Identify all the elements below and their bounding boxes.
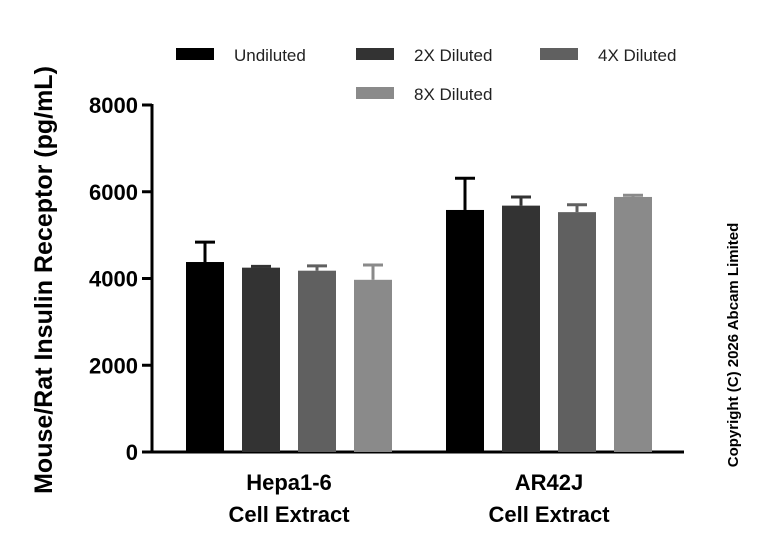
bar-2x-diluted-1 [502,205,540,452]
y-ticks: 0 2000 4000 6000 8000 [89,93,152,465]
y-tick-label: 4000 [89,267,138,292]
bars [186,196,652,452]
legend-label: Undiluted [234,46,306,65]
y-tick-label: 0 [126,440,138,465]
y-tick-label: 2000 [89,353,138,378]
bar-8x-diluted-0 [354,279,392,452]
copyright-text: Copyright (C) 2026 Abcam Limited [725,223,742,467]
bar-undiluted-1 [446,209,484,452]
category-label-line1: AR42J [515,470,583,495]
axes [150,104,684,454]
y-tick-label: 6000 [89,180,138,205]
legend-swatch [356,48,394,60]
error-bars [195,176,643,280]
legend-label: 2X Diluted [414,46,492,65]
bar-undiluted-0 [186,262,224,452]
category-label-line2: Cell Extract [488,502,610,527]
bar-8x-diluted-1 [614,196,652,452]
y-axis-title: Mouse/Rat Insulin Receptor (pg/mL) [30,66,58,494]
category-label-line1: Hepa1-6 [246,470,332,495]
bar-4x-diluted-0 [298,270,336,452]
legend-label: 4X Diluted [598,46,676,65]
y-tick-label: 8000 [89,93,138,118]
legend-swatch [356,87,394,99]
legend-swatch [540,48,578,60]
category-label-line2: Cell Extract [228,502,350,527]
legend: Undiluted 2X Diluted 4X Diluted 8X Diluted [176,46,676,104]
bar-4x-diluted-1 [558,212,596,452]
legend-label: 8X Diluted [414,85,492,104]
legend-swatch [176,48,214,60]
bar-2x-diluted-0 [242,267,280,452]
category-labels: Hepa1-6 Cell Extract AR42J Cell Extract [228,470,610,527]
